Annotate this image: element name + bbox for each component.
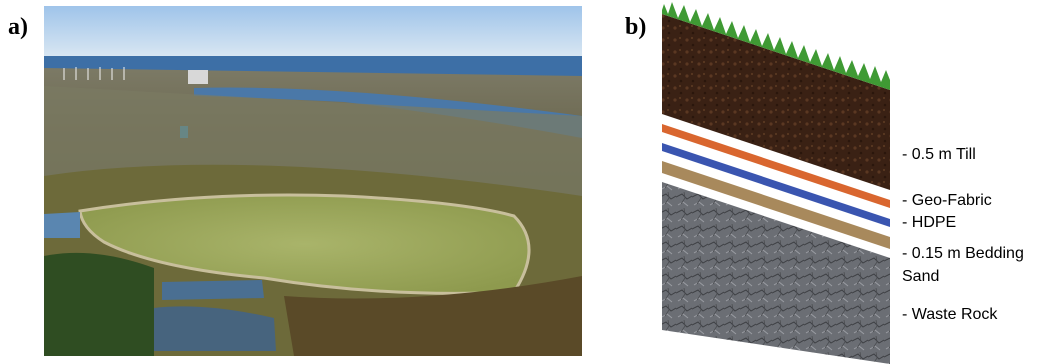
layer-bedding-sand — [662, 161, 890, 249]
layer-waste-rock — [662, 182, 890, 364]
industrial-building — [188, 70, 208, 84]
tree-cover — [44, 252, 154, 356]
panel-b-label: b) — [625, 14, 647, 40]
till-label: - 0.5 m Till — [902, 146, 976, 163]
bedding-sand-label-line1: - 0.15 m Bedding — [902, 245, 1024, 262]
landfill-cap — [78, 193, 531, 295]
waste-rock-label: - Waste Rock — [902, 306, 998, 323]
layer-hdpe — [662, 143, 890, 227]
panel-a-label: a) — [8, 14, 28, 40]
sea — [44, 56, 582, 76]
geo-fabric-label: - Geo-Fabric — [902, 192, 992, 209]
autumn-trees — [284, 276, 582, 356]
wind-turbines — [63, 67, 125, 80]
cover-cross-section — [662, 2, 890, 364]
layer-grass — [662, 2, 890, 90]
sky — [44, 6, 582, 56]
hdpe-label: - HDPE — [902, 214, 957, 231]
pond-left — [44, 212, 80, 238]
bedding-sand-label-line2: Sand — [902, 268, 940, 285]
layer-till — [662, 14, 890, 190]
pond-lower — [154, 306, 276, 351]
aerial-photo — [44, 6, 582, 356]
layer-geo-fabric — [662, 124, 890, 208]
pond-upper — [162, 280, 264, 300]
